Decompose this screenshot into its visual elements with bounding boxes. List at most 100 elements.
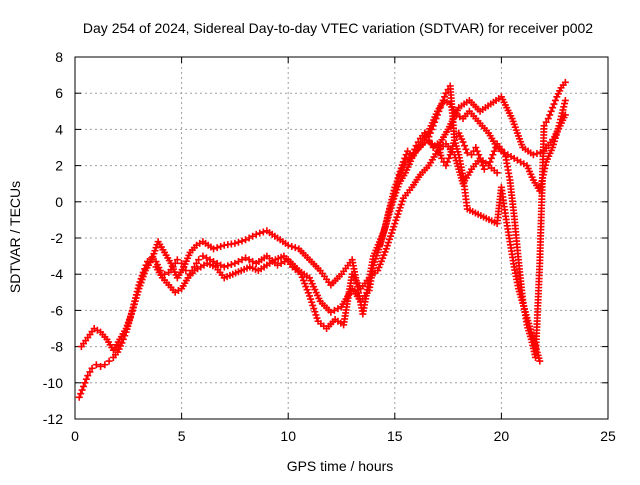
data-points <box>75 78 569 401</box>
data-point-trace <box>259 228 267 236</box>
data-point <box>327 308 335 316</box>
data-point-trace <box>78 386 86 394</box>
x-tick-label: 0 <box>71 428 79 444</box>
data-point-trace <box>542 118 550 126</box>
x-tick-label: 20 <box>494 428 510 444</box>
data-point <box>438 100 446 108</box>
data-point <box>231 259 239 267</box>
data-point <box>549 104 557 112</box>
data-point-trace <box>213 244 221 252</box>
data-point-trace <box>431 118 439 126</box>
x-tick-label: 25 <box>600 428 616 444</box>
data-point-trace <box>387 232 395 240</box>
data-point-trace <box>533 150 541 158</box>
data-point-trace <box>234 258 242 266</box>
chart-title: Day 254 of 2024, Sidereal Day-to-day VTE… <box>83 20 593 36</box>
data-point <box>529 151 537 159</box>
axes <box>74 56 609 420</box>
data-point-trace <box>546 111 554 119</box>
data-point-trace <box>396 204 404 212</box>
data-point-trace <box>473 147 481 155</box>
data-point <box>284 241 292 249</box>
data-point-trace <box>436 104 444 112</box>
y-tick-label: -10 <box>43 375 63 391</box>
data-point-trace <box>238 256 246 264</box>
data-point <box>92 361 100 369</box>
data-point-trace <box>462 145 470 153</box>
x-tick-label: 10 <box>280 428 296 444</box>
data-point-trace <box>256 229 264 237</box>
data-point <box>173 256 181 264</box>
x-tick-label: 15 <box>387 428 403 444</box>
y-axis-label: SDTVAR / TECUs <box>7 181 23 293</box>
data-point <box>242 254 250 262</box>
data-point <box>536 357 544 365</box>
data-point-trace <box>478 158 486 166</box>
data-point <box>242 236 250 244</box>
data-point-trace <box>428 125 436 133</box>
data-point <box>463 149 471 157</box>
data-point <box>438 154 446 162</box>
data-point-trace <box>547 107 555 115</box>
data-point <box>561 78 569 86</box>
data-point-trace <box>312 311 320 319</box>
data-point-trace <box>393 213 401 221</box>
data-point <box>118 339 126 347</box>
data-point-trace <box>388 229 396 237</box>
data-point-trace <box>213 259 221 267</box>
data-point-trace <box>238 237 246 245</box>
data-point-trace <box>82 375 90 383</box>
data-point <box>459 138 467 146</box>
data-point-trace <box>217 242 225 250</box>
y-tick-label: -2 <box>51 230 64 246</box>
data-point-trace <box>383 242 391 250</box>
data-point <box>480 165 488 173</box>
data-point <box>84 372 92 380</box>
data-point <box>429 122 437 130</box>
data-point <box>199 252 207 260</box>
data-point-trace <box>310 305 318 313</box>
data-point-trace <box>490 147 498 155</box>
data-point-trace <box>475 151 483 159</box>
data-point-trace <box>394 210 402 218</box>
data-point-trace <box>193 259 201 267</box>
data-point <box>468 151 476 159</box>
data-point-trace <box>432 115 440 123</box>
data-point-trace <box>397 201 405 209</box>
data-point-trace <box>307 295 315 303</box>
x-tick-label: 5 <box>178 428 186 444</box>
data-point <box>97 363 105 371</box>
data-point <box>75 393 83 401</box>
data-point-trace <box>288 242 296 250</box>
data-point-trace <box>309 301 317 309</box>
data-point-trace <box>224 262 232 270</box>
data-point <box>231 239 239 247</box>
x-axis-label: GPS time / hours <box>287 458 394 474</box>
data-point-trace <box>550 100 558 108</box>
data-point <box>161 270 169 278</box>
data-point-trace <box>227 261 235 269</box>
y-tick-label: 4 <box>55 121 63 137</box>
data-point <box>391 220 399 228</box>
data-point-trace <box>330 306 338 314</box>
data-point-trace <box>291 244 299 252</box>
data-point <box>88 364 96 372</box>
data-point <box>493 169 501 177</box>
data-point-trace <box>245 234 253 242</box>
data-point-trace <box>443 158 451 166</box>
y-tick-label: -6 <box>51 302 64 318</box>
data-point-trace <box>426 129 434 137</box>
data-point-trace <box>217 261 225 269</box>
data-point-trace <box>389 226 397 234</box>
data-point-trace <box>234 238 242 246</box>
data-point-trace <box>486 158 494 166</box>
data-point <box>472 144 480 151</box>
data-point <box>442 89 450 97</box>
data-point <box>382 245 390 253</box>
y-tick-label: -8 <box>51 339 64 355</box>
data-point-trace <box>460 142 468 150</box>
tick-labels: 0 5 10 15 20 25 -12 -10 -8 -6 -4 -2 0 2 4 6 8 <box>43 49 616 444</box>
y-tick-label: 6 <box>55 85 63 101</box>
grid-lines <box>75 57 608 419</box>
